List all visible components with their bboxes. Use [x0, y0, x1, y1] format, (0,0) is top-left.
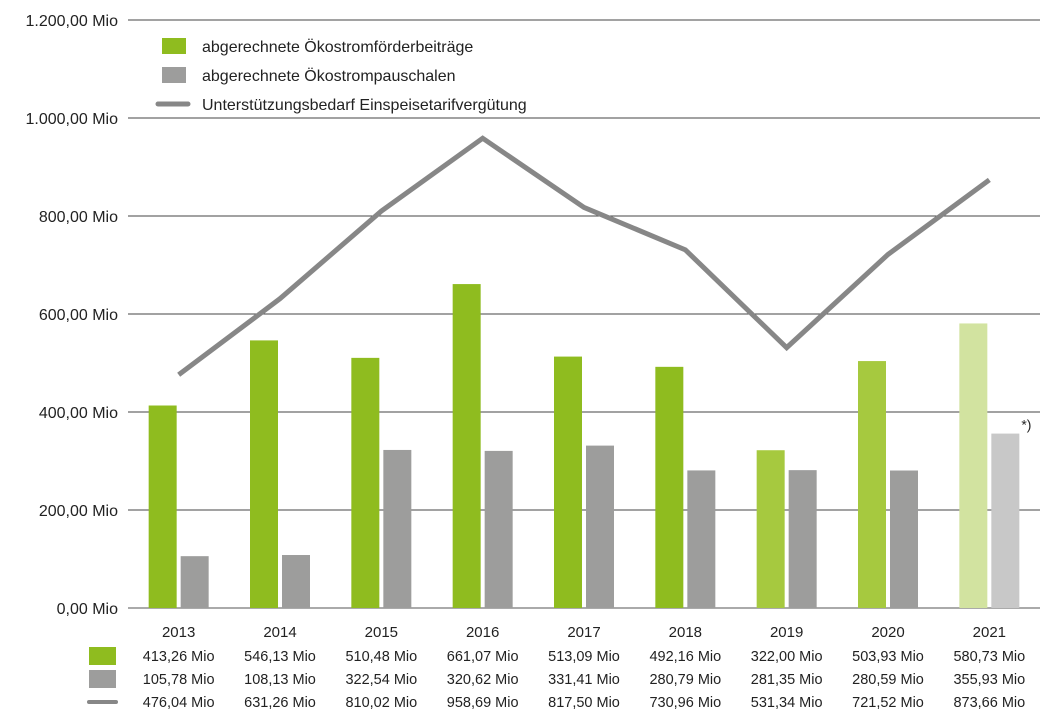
y-tick-label: 0,00 Mio — [57, 601, 118, 618]
table-cell: 513,09 Mio — [548, 649, 620, 665]
table-row-swatch — [89, 670, 116, 688]
table-cell: 721,52 Mio — [852, 695, 924, 711]
bar-foerderbeitraege — [655, 366, 684, 608]
bar-foerderbeitraege — [858, 361, 886, 608]
x-tick-label: 2015 — [365, 624, 398, 641]
x-tick-label: 2017 — [567, 624, 600, 641]
y-tick-label: 1.200,00 Mio — [25, 13, 118, 30]
line-unterstuetzungsbedarf — [177, 135, 991, 377]
legend-label: Unterstützungsbedarf Einspeisetarifvergü… — [202, 97, 527, 114]
y-axis-tick-labels: 0,00 Mio 200,00 Mio 400,00 Mio 600,00 Mio 80… — [25, 13, 118, 618]
bar-pauschalen — [484, 450, 513, 608]
table-cell: 817,50 Mio — [548, 695, 620, 711]
x-tick-label: 2013 — [162, 624, 195, 641]
bar-pauschalen — [586, 445, 614, 608]
table-cell: 492,16 Mio — [649, 649, 721, 665]
table-cell: 331,41 Mio — [548, 672, 620, 688]
bar-foerderbeitraege — [959, 323, 988, 608]
table-cell: 320,62 Mio — [447, 672, 519, 688]
annotation-asterisk: *) — [1021, 417, 1031, 433]
bar-pauschalen — [788, 470, 817, 608]
x-tick-label: 2021 — [973, 624, 1006, 641]
bar-pauschalen — [282, 555, 310, 608]
legend-swatch — [162, 38, 186, 54]
y-tick-label: 600,00 Mio — [39, 307, 118, 324]
x-tick-label: 2020 — [871, 624, 904, 641]
bar-foerderbeitraege — [554, 356, 582, 608]
data-table: 413,26 Mio 546,13 Mio 510,48 Mio 661,07 Mio… — [87, 647, 1025, 711]
table-cell: 873,66 Mio — [953, 695, 1025, 711]
legend: abgerechnete Ökostromförderbeiträge abger… — [155, 38, 527, 114]
x-tick-label: 2018 — [669, 624, 702, 641]
table-cell: 322,54 Mio — [345, 672, 417, 688]
y-tick-label: 400,00 Mio — [39, 405, 118, 422]
bar-foerderbeitraege — [351, 357, 380, 608]
y-tick-label: 800,00 Mio — [39, 209, 118, 226]
table-cell: 810,02 Mio — [345, 695, 417, 711]
table-cell: 105,78 Mio — [143, 672, 215, 688]
table-cell: 631,26 Mio — [244, 695, 316, 711]
table-cell: 503,93 Mio — [852, 649, 924, 665]
table-cell: 355,93 Mio — [953, 672, 1025, 688]
legend-label: abgerechnete Ökostromförderbeiträge — [202, 38, 473, 56]
legend-swatch — [162, 67, 186, 83]
table-cell: 280,79 Mio — [649, 672, 721, 688]
table-cell: 531,34 Mio — [751, 695, 823, 711]
table-cell: 322,00 Mio — [751, 649, 823, 665]
line-series — [177, 135, 991, 377]
x-tick-label: 2014 — [263, 624, 296, 641]
bar-pauschalen — [991, 433, 1020, 608]
table-cell: 580,73 Mio — [953, 649, 1025, 665]
table-cell: 413,26 Mio — [143, 649, 215, 665]
bar-pauschalen — [180, 556, 209, 608]
table-cell: 958,69 Mio — [447, 695, 519, 711]
legend-label: abgerechnete Ökostrompauschalen — [202, 67, 456, 85]
bars — [148, 284, 1020, 608]
y-tick-label: 1.000,00 Mio — [25, 111, 118, 128]
x-axis-category-labels: 2013 2014 2015 2016 2017 2018 2019 2020 2021 — [162, 624, 1006, 641]
bar-foerderbeitraege — [148, 405, 177, 608]
table-cell: 510,48 Mio — [345, 649, 417, 665]
gridlines — [128, 19, 1040, 609]
x-tick-label: 2019 — [770, 624, 803, 641]
x-tick-label: 2016 — [466, 624, 499, 641]
table-cell: 108,13 Mio — [244, 672, 316, 688]
bar-foerderbeitraege — [250, 340, 278, 608]
bar-pauschalen — [890, 470, 918, 608]
table-row-swatch — [89, 647, 116, 665]
bar-pauschalen — [687, 470, 716, 608]
table-cell: 661,07 Mio — [447, 649, 519, 665]
table-cell: 546,13 Mio — [244, 649, 316, 665]
bar-foerderbeitraege — [756, 450, 785, 608]
table-cell: 281,35 Mio — [751, 672, 823, 688]
table-cell: 280,59 Mio — [852, 672, 924, 688]
bar-foerderbeitraege — [452, 284, 481, 608]
table-cell: 476,04 Mio — [143, 695, 215, 711]
y-tick-label: 200,00 Mio — [39, 503, 118, 520]
table-cell: 730,96 Mio — [649, 695, 721, 711]
bar-pauschalen — [383, 449, 412, 608]
